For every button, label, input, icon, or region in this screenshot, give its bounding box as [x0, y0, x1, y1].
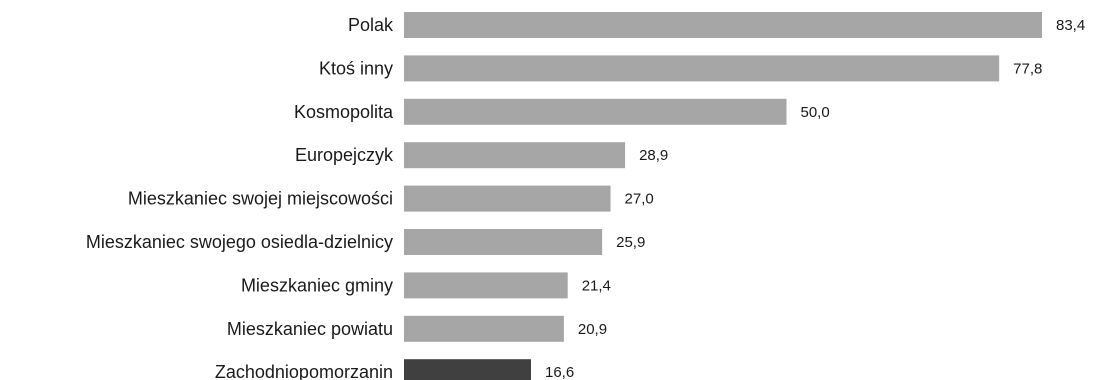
- value-label: 25,9: [616, 234, 645, 251]
- bar: [404, 12, 1042, 38]
- category-label: Zachodniopomorzanin: [215, 362, 393, 380]
- bar: [404, 315, 564, 342]
- bar: [404, 55, 1000, 82]
- bar: [404, 98, 787, 125]
- bar: [404, 272, 568, 299]
- category-label: Kosmopolita: [294, 102, 394, 122]
- value-label: 21,4: [582, 277, 611, 294]
- bar: [404, 229, 603, 255]
- category-label: Polak: [348, 15, 394, 35]
- value-label: 20,9: [578, 321, 607, 338]
- category-label: Ktoś inny: [319, 58, 393, 78]
- bar: [404, 142, 626, 169]
- value-label: 83,4: [1056, 17, 1085, 34]
- value-label: 28,9: [639, 147, 668, 164]
- value-label: 27,0: [625, 191, 654, 208]
- category-label: Mieszkaniec swojej miejscowości: [128, 189, 393, 209]
- category-label: Mieszkaniec gminy: [241, 275, 393, 295]
- category-label: Mieszkaniec powiatu: [227, 319, 393, 339]
- bar: [404, 185, 611, 212]
- value-label: 16,6: [545, 364, 574, 380]
- category-label: Mieszkaniec swojego osiedla-dzielnicy: [86, 232, 393, 252]
- category-label: Europejczyk: [295, 145, 394, 165]
- bar: [404, 359, 531, 380]
- value-label: 50,0: [800, 104, 829, 121]
- value-label: 77,8: [1013, 60, 1042, 77]
